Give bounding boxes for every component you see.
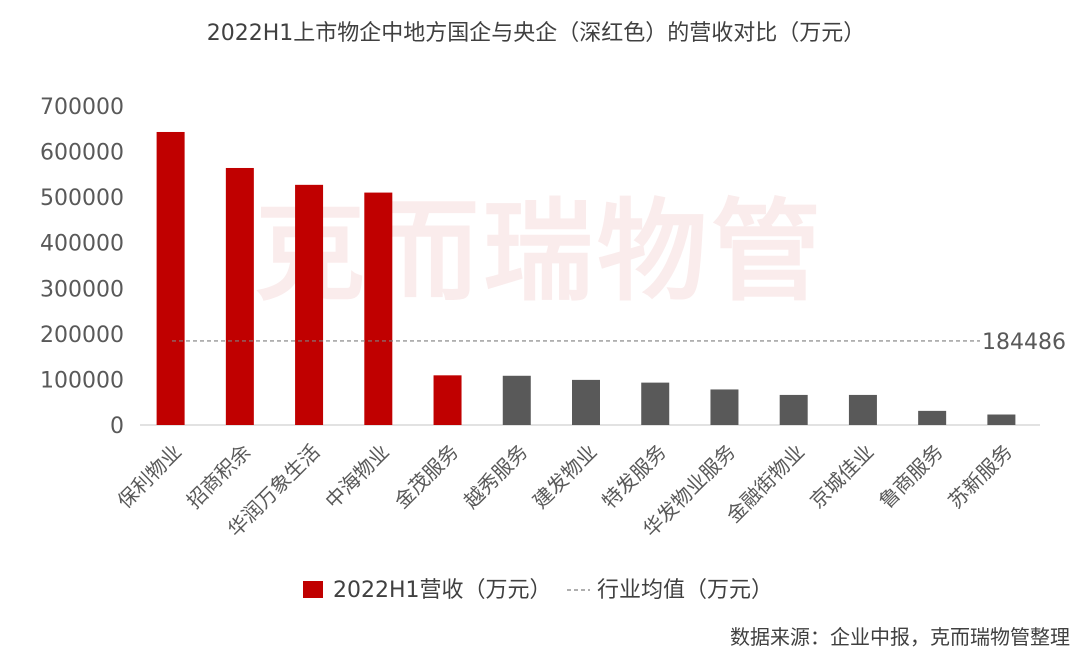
x-category-label: 保利物业 — [113, 440, 187, 514]
y-tick-label: 400000 — [40, 232, 124, 257]
x-category-label: 中海物业 — [320, 440, 394, 514]
legend-swatch-revenue — [303, 581, 323, 598]
legend: 2022H1营收（万元） 行业均值（万元） — [303, 578, 773, 603]
average-value-label: 184486 — [982, 330, 1066, 355]
bars — [156, 131, 1016, 425]
y-tick-label: 300000 — [40, 277, 124, 302]
bar — [918, 410, 947, 425]
y-tick-label: 0 — [110, 414, 124, 439]
bar — [848, 394, 877, 425]
x-category-label: 越秀服务 — [459, 440, 533, 514]
bar — [710, 389, 739, 425]
y-tick-label: 200000 — [40, 323, 124, 348]
bar — [225, 167, 254, 425]
bar — [572, 379, 600, 425]
y-axis: 0 100000 200000 300000 400000 500000 600000 700… — [40, 95, 124, 439]
bar — [295, 184, 324, 425]
x-category-label: 建发物业 — [528, 440, 602, 514]
legend-label-revenue: 2022H1营收（万元） — [333, 578, 552, 603]
y-tick-label: 100000 — [40, 368, 124, 393]
y-tick-label: 700000 — [40, 95, 124, 120]
x-category-label: 鲁商服务 — [874, 440, 948, 514]
source-note: 数据来源：企业中报，克而瑞物管整理 — [730, 625, 1070, 649]
bar — [433, 375, 462, 425]
x-category-label: 京城佳业 — [805, 440, 879, 514]
y-tick-label: 600000 — [40, 141, 124, 166]
bar — [156, 131, 185, 425]
bar — [987, 414, 1016, 425]
x-axis-labels: 保利物业招商积余华润万象生活中海物业金茂服务越秀服务建发物业特发服务华发物业服务… — [113, 440, 1017, 542]
bar — [641, 382, 670, 425]
x-category-label: 金茂服务 — [390, 440, 464, 514]
y-tick-label: 500000 — [40, 186, 124, 211]
bar — [364, 192, 393, 425]
watermark: 克而瑞物管 — [255, 188, 825, 316]
bar — [779, 394, 808, 425]
bar — [502, 375, 531, 425]
chart-title: 2022H1上市物企中地方国企与央企（深红色）的营收对比（万元） — [207, 21, 866, 46]
x-category-label: 苏新服务 — [943, 440, 1017, 514]
legend-label-average: 行业均值（万元） — [597, 578, 773, 603]
average-line-group: 184486 — [172, 330, 1066, 355]
